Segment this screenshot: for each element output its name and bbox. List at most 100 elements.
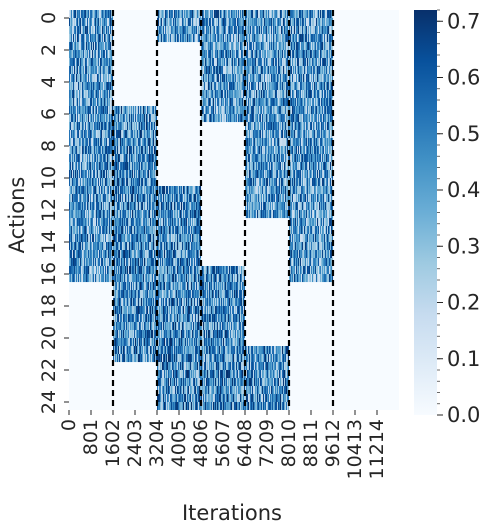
heatmap-cell	[153, 266, 155, 275]
heatmap-cell	[136, 138, 138, 147]
heatmap-cell	[162, 362, 164, 371]
heatmap-cell	[179, 314, 181, 323]
heatmap-cell	[93, 26, 95, 35]
heatmap-cell	[127, 354, 129, 363]
heatmap-cell	[145, 162, 147, 171]
heatmap-cell	[186, 330, 188, 339]
heatmap-cell	[176, 266, 178, 275]
heatmap-cell	[239, 42, 241, 51]
heatmap-cell	[125, 250, 127, 259]
heatmap-cell	[214, 42, 216, 51]
heatmap-cell	[101, 226, 103, 235]
heatmap-cell	[101, 242, 103, 251]
heatmap-cell	[172, 394, 174, 403]
heatmap-cell	[98, 162, 100, 171]
heatmap-cell	[197, 386, 199, 395]
heatmap-cell	[148, 186, 150, 195]
heatmap-cell	[192, 290, 194, 299]
heatmap-cell	[241, 42, 243, 51]
heatmap-cell	[158, 346, 160, 355]
heatmap-cell	[147, 338, 149, 347]
heatmap-cell	[107, 178, 109, 187]
heatmap-cell	[149, 258, 151, 267]
heatmap-cell	[150, 130, 152, 139]
heatmap-cell	[169, 242, 171, 251]
heatmap-cell	[176, 330, 178, 339]
heatmap-cell	[81, 202, 83, 211]
heatmap-cell	[78, 258, 80, 267]
heatmap-cell	[172, 306, 174, 315]
heatmap-cell	[87, 34, 89, 43]
heatmap-cell	[226, 18, 228, 27]
heatmap-cell	[81, 154, 83, 163]
heatmap-cell	[75, 178, 77, 187]
heatmap-cell	[130, 162, 132, 171]
heatmap-cell	[172, 298, 174, 307]
heatmap-cell	[143, 274, 145, 283]
heatmap-cell	[220, 66, 222, 75]
heatmap-cell	[150, 122, 152, 131]
heatmap-cell	[230, 114, 232, 123]
heatmap-cell	[145, 138, 147, 147]
heatmap-cell	[106, 130, 108, 139]
heatmap-cell	[103, 218, 105, 227]
heatmap-cell	[93, 58, 95, 67]
heatmap-cell	[116, 346, 118, 355]
heatmap-cell	[199, 378, 201, 387]
heatmap-cell	[147, 170, 149, 179]
heatmap-cell	[138, 178, 140, 187]
heatmap-cell	[127, 306, 129, 315]
heatmap-cell	[174, 370, 176, 379]
heatmap-cell	[166, 394, 168, 403]
heatmap-cell	[101, 26, 103, 35]
heatmap-cell	[127, 194, 129, 203]
heatmap-cell	[149, 226, 151, 235]
heatmap-cell	[165, 298, 167, 307]
heatmap-cell	[76, 170, 78, 179]
heatmap-cell	[71, 274, 73, 283]
heatmap-cell	[191, 370, 193, 379]
heatmap-cell	[129, 338, 131, 347]
heatmap-cell	[97, 218, 99, 227]
heatmap-cell	[159, 10, 161, 19]
heatmap-cell	[240, 34, 242, 43]
heatmap-cell	[131, 106, 133, 115]
heatmap-cell	[239, 106, 241, 115]
heatmap-cell	[135, 330, 137, 339]
heatmap-cell	[119, 346, 121, 355]
heatmap-cell	[125, 282, 127, 291]
heatmap-cell	[224, 74, 226, 83]
heatmap-cell	[135, 242, 137, 251]
heatmap-cell	[105, 242, 107, 251]
heatmap-cell	[87, 266, 89, 275]
heatmap-cell	[167, 274, 169, 283]
heatmap-cell	[197, 234, 199, 243]
heatmap-cell	[84, 194, 86, 203]
heatmap-cell	[141, 298, 143, 307]
heatmap-cell	[114, 322, 116, 331]
heatmap-cell	[208, 18, 210, 27]
heatmap-cell	[110, 82, 112, 91]
heatmap-cell	[111, 210, 113, 219]
heatmap-cell	[199, 394, 201, 403]
heatmap-cell	[148, 122, 150, 131]
heatmap-cell	[130, 290, 132, 299]
heatmap-cell	[152, 290, 154, 299]
heatmap-cell	[162, 274, 164, 283]
heatmap-cell	[99, 106, 101, 115]
heatmap-cell	[81, 10, 83, 19]
heatmap-cell	[147, 186, 149, 195]
heatmap-cell	[159, 346, 161, 355]
heatmap-cell	[72, 122, 74, 131]
heatmap-cell	[102, 34, 104, 43]
heatmap-cell	[83, 114, 85, 123]
heatmap-cell	[95, 210, 97, 219]
heatmap-cell	[177, 218, 179, 227]
heatmap-cell	[203, 98, 205, 107]
heatmap-cell	[224, 98, 226, 107]
heatmap-cell	[110, 258, 112, 267]
heatmap-cell	[183, 242, 185, 251]
heatmap-cell	[92, 26, 94, 35]
heatmap-cell	[144, 354, 146, 363]
heatmap-cell	[144, 178, 146, 187]
